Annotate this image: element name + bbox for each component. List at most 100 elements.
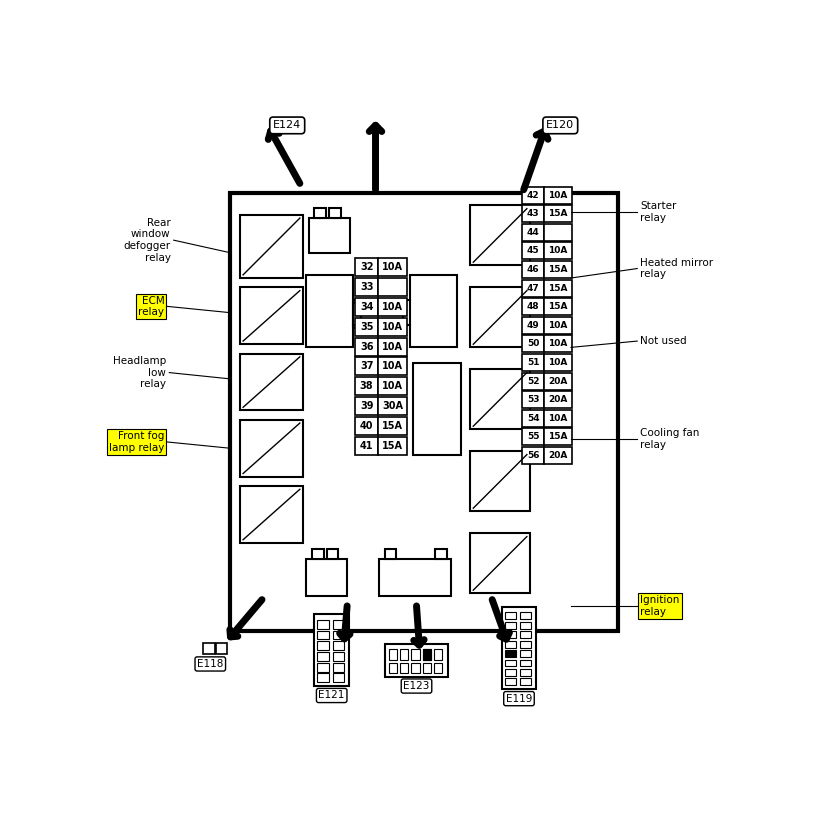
Bar <box>356 378 378 396</box>
Text: E121: E121 <box>318 690 345 700</box>
Text: 56: 56 <box>527 451 540 460</box>
Bar <box>522 336 544 352</box>
Bar <box>544 373 572 390</box>
Bar <box>318 673 329 682</box>
Bar <box>505 659 516 667</box>
Text: E123: E123 <box>403 681 430 691</box>
Bar <box>378 258 407 276</box>
Text: 51: 51 <box>527 358 540 367</box>
Bar <box>356 437 378 455</box>
Text: Starter
relay: Starter relay <box>640 201 676 223</box>
Text: 44: 44 <box>527 228 540 237</box>
Bar <box>240 486 303 543</box>
Bar <box>240 287 303 344</box>
Bar <box>470 287 530 347</box>
Bar <box>332 663 344 672</box>
Bar <box>422 663 431 673</box>
Text: Front fog
lamp relay: Front fog lamp relay <box>109 431 164 453</box>
Bar <box>520 678 531 686</box>
Bar <box>520 659 531 667</box>
Text: 20A: 20A <box>548 451 568 460</box>
Bar <box>230 193 618 631</box>
Bar <box>544 261 572 278</box>
Bar <box>522 354 544 371</box>
Text: 20A: 20A <box>548 377 568 386</box>
Bar <box>505 640 516 648</box>
Text: 40: 40 <box>360 421 374 431</box>
Text: 46: 46 <box>527 265 540 274</box>
Bar <box>400 649 408 659</box>
Bar <box>520 650 531 657</box>
Bar <box>314 208 326 218</box>
Bar <box>240 215 303 278</box>
Bar <box>327 550 338 559</box>
Text: 10A: 10A <box>382 382 403 391</box>
Text: 45: 45 <box>527 247 540 256</box>
Bar <box>216 643 228 654</box>
Bar <box>422 649 431 659</box>
Bar <box>520 669 531 676</box>
Text: 15A: 15A <box>548 283 568 292</box>
Bar <box>356 278 378 296</box>
Text: Not used: Not used <box>640 336 687 346</box>
Bar <box>332 641 344 650</box>
Bar <box>378 278 407 296</box>
Bar <box>389 649 397 659</box>
Text: 32: 32 <box>360 262 374 272</box>
Bar <box>385 644 448 676</box>
Bar <box>544 391 572 408</box>
Bar <box>522 317 544 334</box>
Bar <box>520 631 531 638</box>
Text: ECM
relay: ECM relay <box>139 296 164 317</box>
Text: 33: 33 <box>360 282 374 292</box>
Bar <box>544 336 572 352</box>
Bar <box>332 673 344 682</box>
Bar <box>505 613 516 619</box>
Bar <box>356 417 378 435</box>
Bar <box>522 447 544 464</box>
Bar <box>318 641 329 650</box>
Text: 15A: 15A <box>548 432 568 441</box>
Bar <box>240 354 303 410</box>
Text: 10A: 10A <box>382 262 403 272</box>
Bar <box>412 649 420 659</box>
Bar <box>522 410 544 427</box>
Text: 20A: 20A <box>548 396 568 405</box>
Bar <box>522 187 544 204</box>
Bar <box>314 613 349 686</box>
Bar <box>203 643 214 654</box>
Text: Headlamp
low
relay: Headlamp low relay <box>113 356 166 389</box>
Text: 10A: 10A <box>548 414 568 423</box>
Bar <box>522 428 544 446</box>
Bar <box>544 224 572 241</box>
Text: 48: 48 <box>527 302 540 311</box>
Text: 15A: 15A <box>382 421 403 431</box>
Bar <box>434 663 442 673</box>
Bar <box>505 650 516 657</box>
Bar <box>318 663 329 672</box>
Bar <box>544 410 572 427</box>
Bar <box>522 224 544 241</box>
Text: 10A: 10A <box>382 361 403 372</box>
Text: 34: 34 <box>360 302 374 312</box>
Text: 37: 37 <box>360 361 374 372</box>
Text: 10A: 10A <box>548 339 568 348</box>
Bar <box>544 354 572 371</box>
Bar <box>318 652 329 661</box>
Bar <box>470 451 530 511</box>
Text: Rear
window
defogger
relay: Rear window defogger relay <box>124 218 171 263</box>
Bar <box>332 620 344 629</box>
Text: E120: E120 <box>546 120 574 130</box>
Bar <box>544 428 572 446</box>
Text: 35: 35 <box>360 322 374 332</box>
Bar <box>356 298 378 316</box>
Bar <box>378 298 407 316</box>
Bar <box>522 298 544 315</box>
Bar <box>522 391 544 408</box>
Bar <box>306 559 347 596</box>
Text: 50: 50 <box>527 339 540 348</box>
Text: 15A: 15A <box>548 302 568 311</box>
Text: 15A: 15A <box>382 441 403 451</box>
Text: 55: 55 <box>527 432 540 441</box>
Bar <box>306 275 353 347</box>
